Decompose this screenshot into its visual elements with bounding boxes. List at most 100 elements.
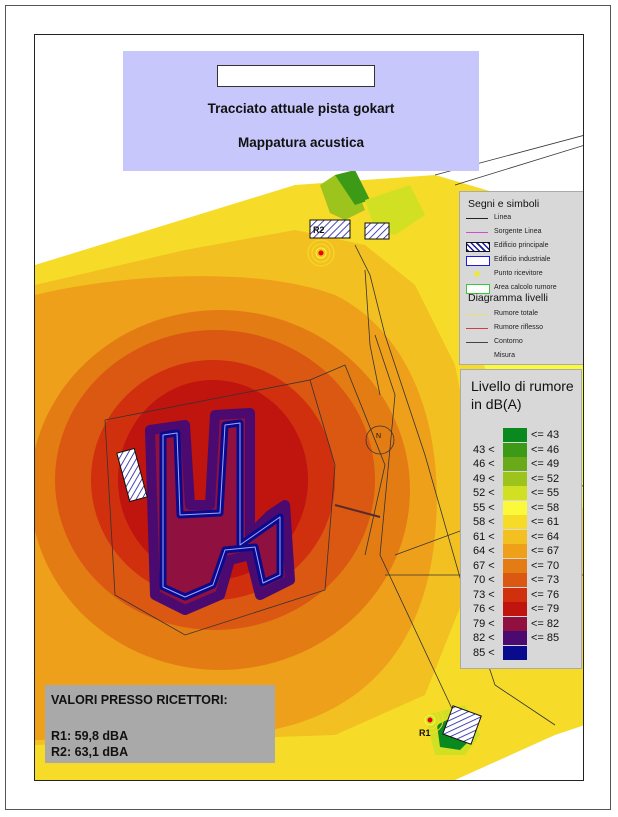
- noise-class-lower: 61 <: [473, 530, 495, 543]
- noise-class-row: <= 43: [461, 428, 583, 442]
- noise-class-lower: 76 <: [473, 603, 495, 615]
- receptor-r1-value: R1: 59,8 dBA: [51, 729, 129, 743]
- noise-class-swatch: [503, 428, 527, 442]
- noise-legend-title: Livello di rumore: [471, 378, 574, 394]
- legend-label: Edificio principale: [494, 242, 549, 249]
- noise-class-lower: 82 <: [473, 632, 495, 644]
- noise-class-upper: <= 67: [531, 545, 560, 557]
- noise-class-row: 52 < <= 55: [461, 486, 583, 500]
- noise-class-lower: 73 <: [473, 588, 495, 601]
- noise-class-lower: 79 <: [473, 617, 495, 630]
- legend-symbol-box: [466, 284, 490, 294]
- levels-legend-title: Diagramma livelli: [468, 292, 548, 304]
- legend-label: Punto ricevitore: [494, 270, 543, 277]
- legend-label: Edificio industriale: [494, 256, 551, 263]
- building-r2: [309, 219, 351, 239]
- legend-item-punto-ricevitore: Punto ricevitore: [466, 268, 583, 280]
- noise-class-upper: <= 76: [531, 588, 560, 601]
- noise-class-row: 67 < <= 70: [461, 558, 583, 573]
- legend-label: Contorno: [494, 338, 523, 345]
- noise-class-lower: 46 <: [473, 458, 495, 470]
- noise-class-row: 79 < <= 82: [461, 616, 583, 631]
- legend-symbol-hatch: [466, 242, 490, 252]
- legend-item-edificio-industriale: Edificio industriale: [466, 254, 583, 266]
- noise-class-lower: 85 <: [473, 646, 495, 659]
- noise-class-row: 73 < <= 76: [461, 587, 583, 602]
- legend-label: Misura: [494, 352, 516, 359]
- noise-class-row: 49 < <= 52: [461, 471, 583, 486]
- noise-class-upper: <= 64: [531, 530, 560, 543]
- noise-class-row: 85 <: [461, 645, 583, 660]
- boundary-lines: [104, 135, 583, 726]
- noise-class-lower: 52 <: [473, 487, 495, 499]
- noise-class-swatch: [503, 631, 527, 645]
- map-panel: Tracciato attuale pista gokart Mappatura…: [34, 34, 584, 781]
- receptor-r2-value: R2: 63,1 dBA: [51, 745, 129, 759]
- noise-class-upper: <= 79: [531, 603, 560, 615]
- noise-class-upper: <= 58: [531, 501, 560, 514]
- noise-legend-unit: in dB(A): [471, 396, 522, 412]
- noise-class-lower: 64 <: [473, 545, 495, 557]
- gokart-track: [145, 408, 295, 615]
- noise-class-row: 82 < <= 85: [461, 631, 583, 645]
- north-marker: N: [376, 433, 382, 440]
- legend-item-linea: Linea: [466, 212, 583, 224]
- receiver-r2-marker: [307, 239, 335, 267]
- building-track-side: [116, 447, 148, 503]
- legend-item-area-calcolo-rumore: Area calcolo rumore: [466, 282, 583, 294]
- noise-class-swatch: [503, 500, 527, 515]
- noise-class-swatch: [503, 486, 527, 500]
- noise-class-upper: <= 70: [531, 559, 560, 572]
- noise-class-row: 70 < <= 73: [461, 573, 583, 587]
- noise-class-swatch: [503, 442, 527, 457]
- map-title: Tracciato attuale pista gokart: [207, 101, 395, 116]
- noise-class-lower: 55 <: [473, 501, 495, 514]
- noise-class-upper: <= 85: [531, 632, 560, 644]
- noise-class-lower: 49 <: [473, 472, 495, 485]
- quiet-zone-r2b: [335, 170, 370, 205]
- noise-class-row: 64 < <= 67: [461, 544, 583, 558]
- noise-class-upper: <= 55: [531, 487, 560, 499]
- noise-class-row: 58 < <= 61: [461, 515, 583, 529]
- noise-class-upper: <= 43: [531, 429, 560, 441]
- symbols-legend-title: Segni e simboli: [468, 198, 540, 210]
- legend-symbol-line: [466, 218, 488, 219]
- building-r1: [442, 705, 482, 745]
- noise-class-upper: <= 52: [531, 472, 560, 485]
- noise-class-swatch: [503, 602, 527, 616]
- title-panel: Tracciato attuale pista gokart Mappatura…: [123, 51, 479, 171]
- receiver-r1-marker: [416, 706, 444, 734]
- title-blank-field: [217, 65, 375, 87]
- legend-symbol-none: [466, 352, 488, 360]
- noise-class-swatch: [503, 558, 527, 573]
- noise-class-swatch: [503, 616, 527, 631]
- legend-label: Rumore riflesso: [494, 324, 544, 331]
- noise-class-lower: 43 <: [473, 443, 495, 456]
- building-b: [364, 222, 390, 240]
- receptor-values-title: VALORI PRESSO RICETTORI:: [51, 693, 228, 707]
- page-frame: [5, 5, 611, 810]
- noise-class-swatch: [503, 457, 527, 471]
- noise-class-row: 61 < <= 64: [461, 529, 583, 544]
- legend-symbol-line: [466, 328, 488, 329]
- legend-symbol-dot: [474, 271, 480, 277]
- noise-class-row: 55 < <= 58: [461, 500, 583, 515]
- legend-symbol-line: [466, 314, 488, 315]
- legend-item-contorno: Contorno: [466, 336, 583, 348]
- legend-symbol-box: [466, 256, 490, 266]
- receiver-r2-label: R2: [313, 225, 325, 235]
- map-subtitle: Mappatura acustica: [237, 135, 365, 150]
- noise-class-swatch: [503, 544, 527, 558]
- legend-label: Rumore totale: [494, 310, 538, 317]
- legend-item-misura: Misura: [466, 350, 583, 362]
- legend-symbol-line: [466, 342, 488, 343]
- symbols-legend: Segni e simboli Linea Sorgente Linea Edifi…: [459, 191, 583, 365]
- noise-class-lower: 70 <: [473, 574, 495, 586]
- noise-class-lower: 58 <: [473, 516, 495, 528]
- receptor-values-box: VALORI PRESSO RICETTORI: R1: 59,8 dBA R2…: [45, 685, 275, 763]
- legend-item-rumore-riflesso: Rumore riflesso: [466, 322, 583, 334]
- noise-class-swatch: [503, 515, 527, 529]
- noise-class-lower: 67 <: [473, 559, 495, 572]
- legend-symbol-line: [466, 232, 488, 233]
- noise-class-swatch: [503, 587, 527, 602]
